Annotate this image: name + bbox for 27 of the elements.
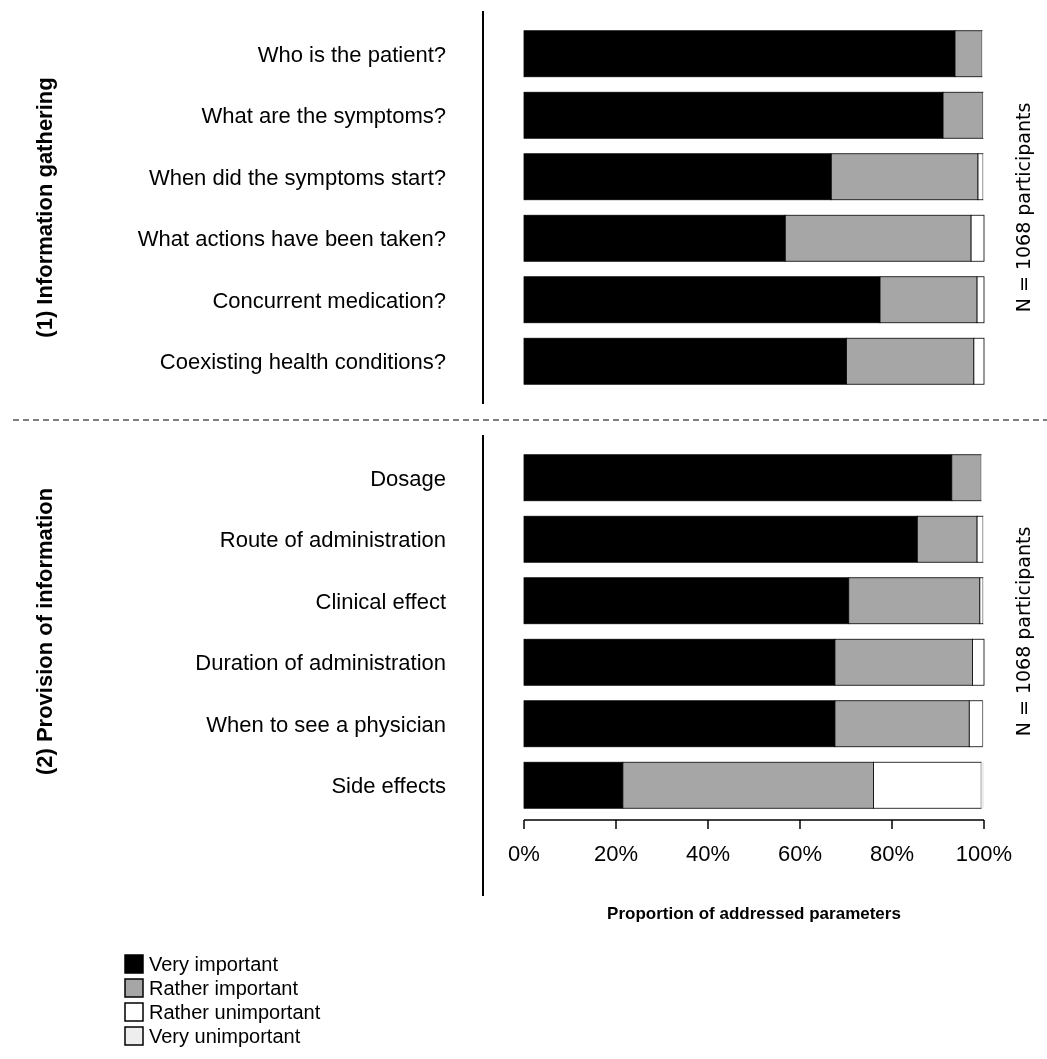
x-tick-label: 80% xyxy=(869,841,915,866)
y-tick-label: Side effects xyxy=(331,773,446,799)
text: N = 1068 participants xyxy=(1012,526,1034,737)
legend-label: Rather unimportant xyxy=(149,1001,321,1023)
y-tick-label: Concurrent medication? xyxy=(212,287,446,313)
y-tick-label: What are the symptoms? xyxy=(201,103,446,129)
legend-label: Rather important xyxy=(149,977,299,999)
x-tick-label: 0% xyxy=(508,841,540,866)
x-axis-title: Proportion of addressed parameters xyxy=(607,904,901,923)
y-tick-label: Who is the patient? xyxy=(257,41,446,67)
y-axis-title: (2) Provision of information xyxy=(32,487,57,776)
y-tick-label: When did the symptoms start? xyxy=(148,164,446,190)
y-tick-label: Dosage xyxy=(370,465,446,491)
y-tick-label: Route of administration xyxy=(219,527,446,553)
text: N = 1068 participants xyxy=(1012,102,1034,313)
x-tick-label: 100% xyxy=(955,841,1013,866)
y-tick-label: What actions have been taken? xyxy=(137,226,446,252)
y-axis-title: (1) Information gathering xyxy=(32,77,57,338)
x-tick-label: 60% xyxy=(777,841,823,866)
y-tick-label: Coexisting health conditions? xyxy=(159,349,446,375)
y-tick-label: Duration of administration xyxy=(195,650,446,676)
x-tick-label: 40% xyxy=(685,841,731,866)
y-tick-label: Clinical effect xyxy=(315,588,446,614)
x-tick-label: 20% xyxy=(593,841,639,866)
y-tick-label: When to see a physician xyxy=(206,711,446,737)
legend-label: Very important xyxy=(149,953,279,975)
legend-label: Very unimportant xyxy=(149,1025,301,1047)
